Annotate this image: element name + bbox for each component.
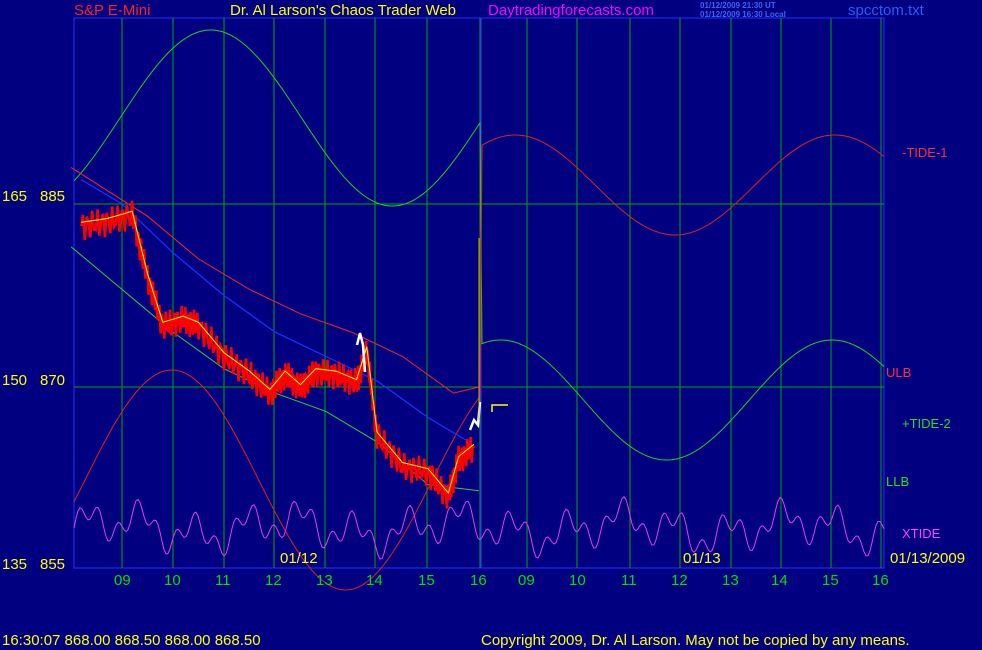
x-tick-12a: 12 [265,572,282,589]
x-tick-09a: 09 [114,572,131,589]
y-tick-165-left: 165 [2,188,28,205]
plot-frame [73,17,885,569]
date-label-0113: 01/13 [683,550,721,567]
x-tick-15a: 15 [418,572,435,589]
x-tick-11b: 11 [621,572,637,589]
timestamp-ut: 01/12/2009 21:30 UT [700,1,776,10]
x-tick-12b: 12 [671,572,688,589]
x-tick-09b: 09 [518,572,535,589]
x-tick-14b: 14 [771,572,788,589]
price-average-line [81,210,475,495]
chart-title: Dr. Al Larson's Chaos Trader Web [230,2,457,19]
x-tick-13a: 13 [316,572,333,589]
x-tick-10a: 10 [164,572,181,589]
price-line [79,200,476,509]
y-tick-135-left: 135 [2,556,28,573]
tide2-line [73,29,885,461]
blue-band-line [80,179,470,443]
x-tick-16a: 16 [470,572,487,589]
date-label-full: 01/13/2009 [890,550,966,567]
x-tick-10b: 10 [569,572,586,589]
series-layer [70,29,885,591]
file-label: spcctom.txt [848,2,924,19]
legend-tide1: -TIDE-1 [902,145,948,160]
legend-tide2: +TIDE-2 [902,416,951,431]
x-tick-13b: 13 [722,572,739,589]
x-tick-11a: 11 [215,572,231,589]
y-tick-885-right: 885 [40,188,66,205]
y-tick-855-right: 855 [40,556,66,573]
legend-xtide: XTIDE [902,526,941,541]
y-tick-150-left: 150 [2,372,28,389]
x-tick-15b: 15 [822,572,839,589]
copyright-notice: Copyright 2009, Dr. Al Larson. May not b… [481,632,910,649]
price-spike-1 [355,332,367,373]
x-tick-14a: 14 [366,572,383,589]
date-label-0112: 01/12 [280,550,318,567]
llb-line [70,246,480,492]
xtide-line [73,495,885,560]
instrument-label: S&P E-Mini [74,2,151,19]
site-label: Daytradingforecasts.com [488,2,654,19]
ulb-line [70,166,480,394]
close-marker [491,404,508,412]
legend-llb: LLB [886,474,910,489]
quote-readout: 16:30:07 868.00 868.50 868.00 868.50 [2,632,261,649]
x-tick-16b: 16 [872,572,889,589]
timestamp-local: 01/12/2009 16:30 Local [700,10,786,19]
legend-ulb: ULB [886,365,912,380]
y-tick-870-right: 870 [40,372,66,389]
